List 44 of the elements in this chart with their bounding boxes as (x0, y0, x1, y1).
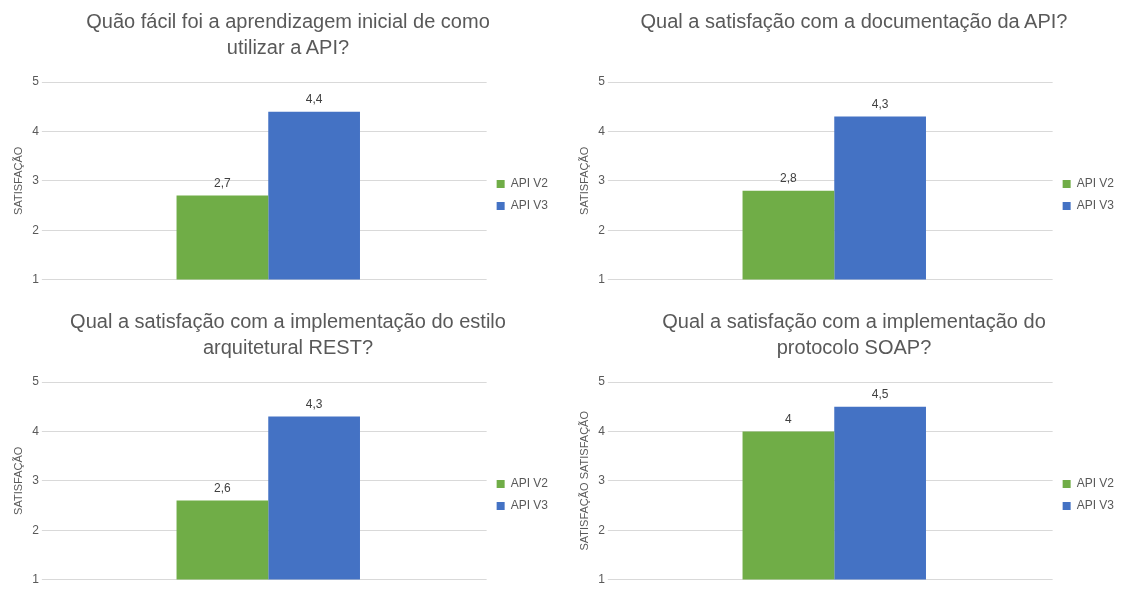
data-label: 4,5 (871, 387, 889, 402)
y-axis-title: SATISFAÇÃO (11, 146, 24, 215)
y-tick-label: 4 (598, 123, 606, 138)
legend-label: API V2 (1076, 476, 1115, 491)
y-tick-label: 5 (32, 74, 40, 89)
y-tick-label: 1 (32, 271, 40, 286)
data-label: 2,8 (780, 170, 798, 185)
data-label: 4,3 (871, 96, 889, 111)
y-tick-label: 4 (32, 423, 40, 438)
y-tick-label: 1 (598, 571, 606, 586)
data-label: 2,7 (214, 175, 232, 190)
y-tick-label: 4 (598, 423, 606, 438)
chart-title: Qual a satisfação com a implementação do estilo arquitetural REST? (69, 309, 507, 360)
y-tick-label: 5 (598, 374, 606, 389)
y-axis-title: SATISFAÇÃO (577, 146, 590, 215)
chart-title: Qual a satisfação com a documentação da API? (639, 9, 1069, 34)
data-label: 4 (785, 411, 793, 426)
data-label: 4,3 (305, 396, 323, 411)
y-tick-label: 3 (32, 173, 40, 188)
data-label: 4,4 (305, 91, 323, 106)
y-tick-label: 5 (598, 74, 606, 89)
y-tick-label: 4 (32, 123, 40, 138)
legend-label: API V2 (1076, 176, 1115, 191)
data-label: 2,6 (214, 480, 232, 495)
y-tick-label: 1 (32, 571, 40, 586)
legend-label: API V3 (510, 198, 549, 213)
y-tick-label: 2 (598, 222, 606, 237)
y-tick-label: 5 (32, 374, 40, 389)
legend-label: API V2 (510, 176, 549, 191)
y-tick-label: 1 (598, 271, 606, 286)
legend-label: API V3 (510, 498, 549, 513)
y-tick-label: 3 (598, 473, 606, 488)
legend-label: API V3 (1076, 198, 1115, 213)
chart-title: Quão fácil foi a aprendizagem inicial de como utilizar a API? (85, 9, 491, 60)
y-axis-title: SATISFAÇÃO SATISFAÇÃO (577, 410, 590, 551)
y-tick-label: 3 (32, 473, 40, 488)
legend-label: API V3 (1076, 498, 1115, 513)
y-tick-label: 2 (32, 222, 40, 237)
y-tick-label: 2 (598, 522, 606, 537)
legend-label: API V2 (510, 476, 549, 491)
y-tick-label: 2 (32, 522, 40, 537)
chart-title: Qual a satisfação com a implementação do protocolo SOAP? (661, 309, 1047, 360)
y-tick-label: 3 (598, 173, 606, 188)
y-axis-title: SATISFAÇÃO (11, 446, 24, 515)
